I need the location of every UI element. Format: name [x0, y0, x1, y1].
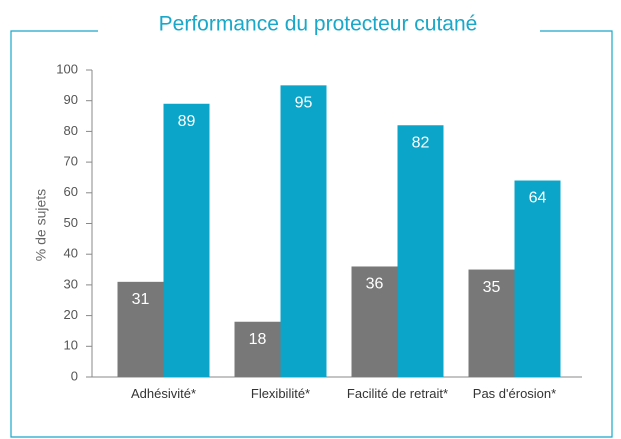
frame — [10, 30, 613, 438]
bar — [468, 269, 515, 377]
chart-title: Performance du protecteur cutané — [159, 13, 478, 36]
x-tick-label: Adhésivité* — [130, 386, 197, 401]
bar — [280, 85, 327, 377]
data-label: 18 — [249, 331, 267, 348]
data-label: 36 — [366, 276, 384, 293]
data-label: 35 — [483, 279, 501, 296]
y-tick-label: 10 — [64, 338, 78, 353]
bar — [163, 103, 210, 378]
y-tick-label: 60 — [64, 184, 78, 199]
y-tick-label: 40 — [64, 246, 78, 261]
bar — [351, 266, 398, 377]
y-tick-label: 30 — [64, 276, 78, 291]
y-tick-label: 70 — [64, 154, 78, 169]
data-label: 95 — [295, 95, 313, 112]
bar — [514, 180, 561, 377]
y-tick-label: 20 — [64, 307, 78, 322]
bar — [117, 281, 164, 377]
bar — [234, 321, 281, 377]
y-tick-label: 100 — [56, 61, 78, 76]
y-tick-label: 90 — [64, 92, 78, 107]
y-tick-label: 50 — [64, 215, 78, 230]
y-axis-label: % de sujets — [33, 189, 49, 261]
bar — [397, 125, 444, 377]
data-label: 31 — [132, 291, 150, 308]
y-tick-label: 80 — [64, 123, 78, 138]
x-tick-label: Pas d'érosion* — [472, 386, 557, 401]
x-tick-label: Flexibilité* — [250, 386, 311, 401]
data-label: 89 — [178, 113, 196, 130]
x-tick-label: Facilité de retrait* — [346, 386, 449, 401]
y-tick-label: 0 — [71, 368, 78, 383]
data-label: 82 — [412, 134, 430, 151]
data-label: 64 — [529, 190, 547, 207]
